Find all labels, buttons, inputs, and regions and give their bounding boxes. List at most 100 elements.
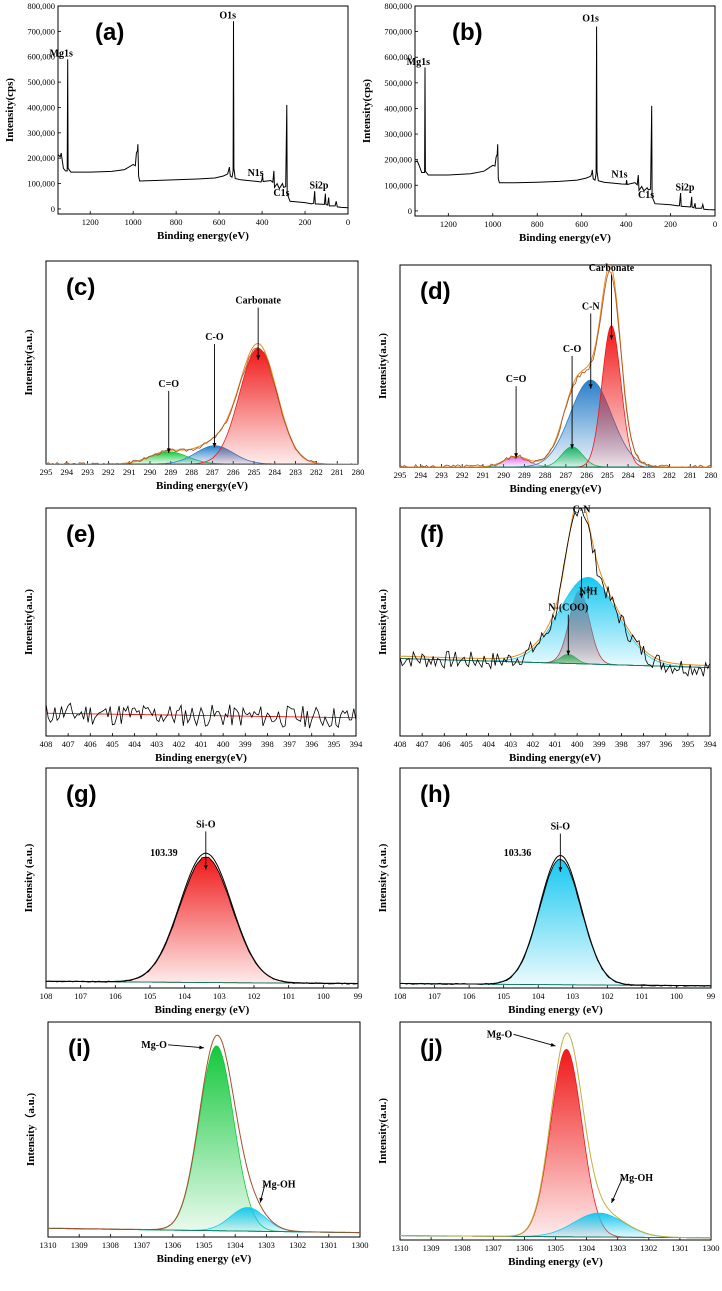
x-tick-label: 100 bbox=[317, 991, 330, 1001]
x-tick-label: 1302 bbox=[640, 1243, 657, 1253]
x-tick-label: 600 bbox=[213, 217, 226, 227]
annotation-arrowhead bbox=[558, 867, 563, 872]
x-tick-label: 283 bbox=[642, 470, 655, 480]
plot-area bbox=[415, 26, 715, 211]
x-tick-label: 280 bbox=[705, 470, 718, 480]
x-tick-label: 1303 bbox=[609, 1243, 626, 1253]
chart-panel-c: 295 294 293 292 291 290 289 288 287 286 285 284 283 2… bbox=[23, 260, 364, 492]
y-tick-label: 200,000 bbox=[384, 155, 412, 165]
envelope-fit-line bbox=[400, 1032, 711, 1239]
y-tick-label: 0 bbox=[408, 206, 412, 216]
x-tick-label: 1301 bbox=[671, 1243, 688, 1253]
x-tick-label: 283 bbox=[289, 467, 302, 477]
x-tick-label: 289 bbox=[164, 467, 177, 477]
x-tick-label: 108 bbox=[394, 991, 407, 1001]
x-tick-label: 1302 bbox=[289, 1240, 306, 1250]
x-tick-label: 0 bbox=[346, 217, 350, 227]
annotation-si2p: Si2p bbox=[676, 182, 695, 193]
x-tick-label: 1306 bbox=[516, 1243, 533, 1253]
x-axis-title: Binding energy(eV) bbox=[509, 752, 601, 764]
x-tick-label: 1000 bbox=[125, 217, 142, 227]
x-tick-label: 292 bbox=[456, 470, 469, 480]
peak-component-si-o bbox=[46, 856, 358, 984]
y-tick-label: 700,000 bbox=[27, 26, 55, 36]
x-tick-label: 395 bbox=[327, 739, 340, 749]
x-tick-label: 402 bbox=[526, 739, 539, 749]
annotation-arrowhead bbox=[586, 586, 591, 591]
envelope-fit-line bbox=[400, 508, 710, 666]
raw-spectrum-line bbox=[46, 347, 353, 464]
x-tick-label: 1308 bbox=[102, 1240, 119, 1250]
x-tick-label: 281 bbox=[331, 467, 344, 477]
x-tick-label: 402 bbox=[172, 739, 185, 749]
x-tick-label: 293 bbox=[435, 470, 448, 480]
x-tick-label: 103 bbox=[566, 991, 579, 1001]
x-tick-label: 1308 bbox=[454, 1243, 471, 1253]
x-tick-label: 282 bbox=[310, 467, 323, 477]
y-axis-title: Intensity(cps) bbox=[361, 79, 373, 144]
y-axis-title: Intensity (a.u.) bbox=[23, 843, 35, 912]
plot-frame bbox=[399, 767, 712, 989]
x-tick-label: 1304 bbox=[227, 1240, 245, 1250]
x-axis-title: Binding energy(eV) bbox=[156, 480, 248, 492]
annotation-103-39: 103.39 bbox=[150, 848, 178, 859]
annotation-c1s: C1s bbox=[273, 188, 289, 199]
x-tick-label: 408 bbox=[40, 739, 53, 749]
chart-panel-a: 1200 1000 800 600 400 200 0 0 100,000 200,000 300,… bbox=[4, 1, 350, 242]
panel-label: (f) bbox=[420, 521, 444, 548]
y-axis-title: Intensity(a.u.) bbox=[23, 329, 35, 395]
panel-label: (d) bbox=[420, 278, 451, 305]
x-tick-label: 282 bbox=[663, 470, 676, 480]
x-tick-label: 401 bbox=[195, 739, 208, 749]
annotation-c-o: C-O bbox=[563, 344, 582, 355]
x-tick-label: 1306 bbox=[164, 1240, 181, 1250]
raw-spectrum-line bbox=[400, 270, 711, 467]
x-tick-label: 396 bbox=[659, 739, 672, 749]
plot-area bbox=[46, 702, 356, 729]
y-tick-label: 200,000 bbox=[27, 153, 55, 163]
y-tick-label: 500,000 bbox=[27, 77, 55, 87]
plot-area bbox=[58, 21, 348, 209]
x-tick-label: 99 bbox=[707, 991, 716, 1001]
peak-component-mg-o bbox=[48, 1045, 360, 1234]
x-axis-title: Binding energy(eV) bbox=[510, 483, 602, 495]
plot-area bbox=[46, 852, 358, 985]
survey-spectrum-line bbox=[58, 21, 348, 209]
annotation-si2p: Si2p bbox=[310, 181, 329, 192]
x-tick-label: 288 bbox=[185, 467, 198, 477]
annotation-si-o: Si-O bbox=[196, 819, 216, 830]
x-tick-label: 200 bbox=[299, 217, 312, 227]
peak-component-carbonate bbox=[46, 347, 358, 464]
annotation-arrowhead bbox=[570, 444, 575, 449]
x-tick-label: 0 bbox=[713, 219, 717, 229]
x-tick-label: 1200 bbox=[440, 219, 457, 229]
x-tick-label: 397 bbox=[637, 739, 650, 749]
baseline-line bbox=[400, 658, 710, 669]
plot-area bbox=[48, 1034, 360, 1234]
baseline-line bbox=[46, 712, 356, 719]
x-tick-label: 400 bbox=[256, 217, 269, 227]
x-tick-label: 1305 bbox=[547, 1243, 564, 1253]
annotation-carbonate: Carbonate bbox=[589, 263, 635, 274]
x-tick-label: 294 bbox=[414, 470, 428, 480]
panel-label: (i) bbox=[68, 1035, 91, 1062]
x-tick-label: 104 bbox=[178, 991, 192, 1001]
x-tick-label: 407 bbox=[62, 739, 75, 749]
x-tick-label: 102 bbox=[248, 991, 261, 1001]
x-tick-label: 403 bbox=[150, 739, 163, 749]
x-tick-label: 1300 bbox=[703, 1243, 720, 1253]
raw-spectrum-line bbox=[46, 856, 358, 985]
annotation-arrowhead bbox=[514, 453, 519, 458]
x-tick-label: 288 bbox=[539, 470, 552, 480]
y-tick-label: 400,000 bbox=[27, 102, 55, 112]
x-tick-label: 1310 bbox=[392, 1243, 409, 1253]
annotation-mg-oh: Mg-OH bbox=[620, 1173, 654, 1184]
x-tick-label: 107 bbox=[74, 991, 87, 1001]
x-tick-label: 394 bbox=[704, 739, 718, 749]
annotation-si-o: Si-O bbox=[551, 822, 571, 833]
x-tick-label: 395 bbox=[681, 739, 694, 749]
x-tick-label: 103 bbox=[213, 991, 226, 1001]
x-tick-label: 398 bbox=[261, 739, 274, 749]
y-tick-label: 0 bbox=[51, 204, 55, 214]
